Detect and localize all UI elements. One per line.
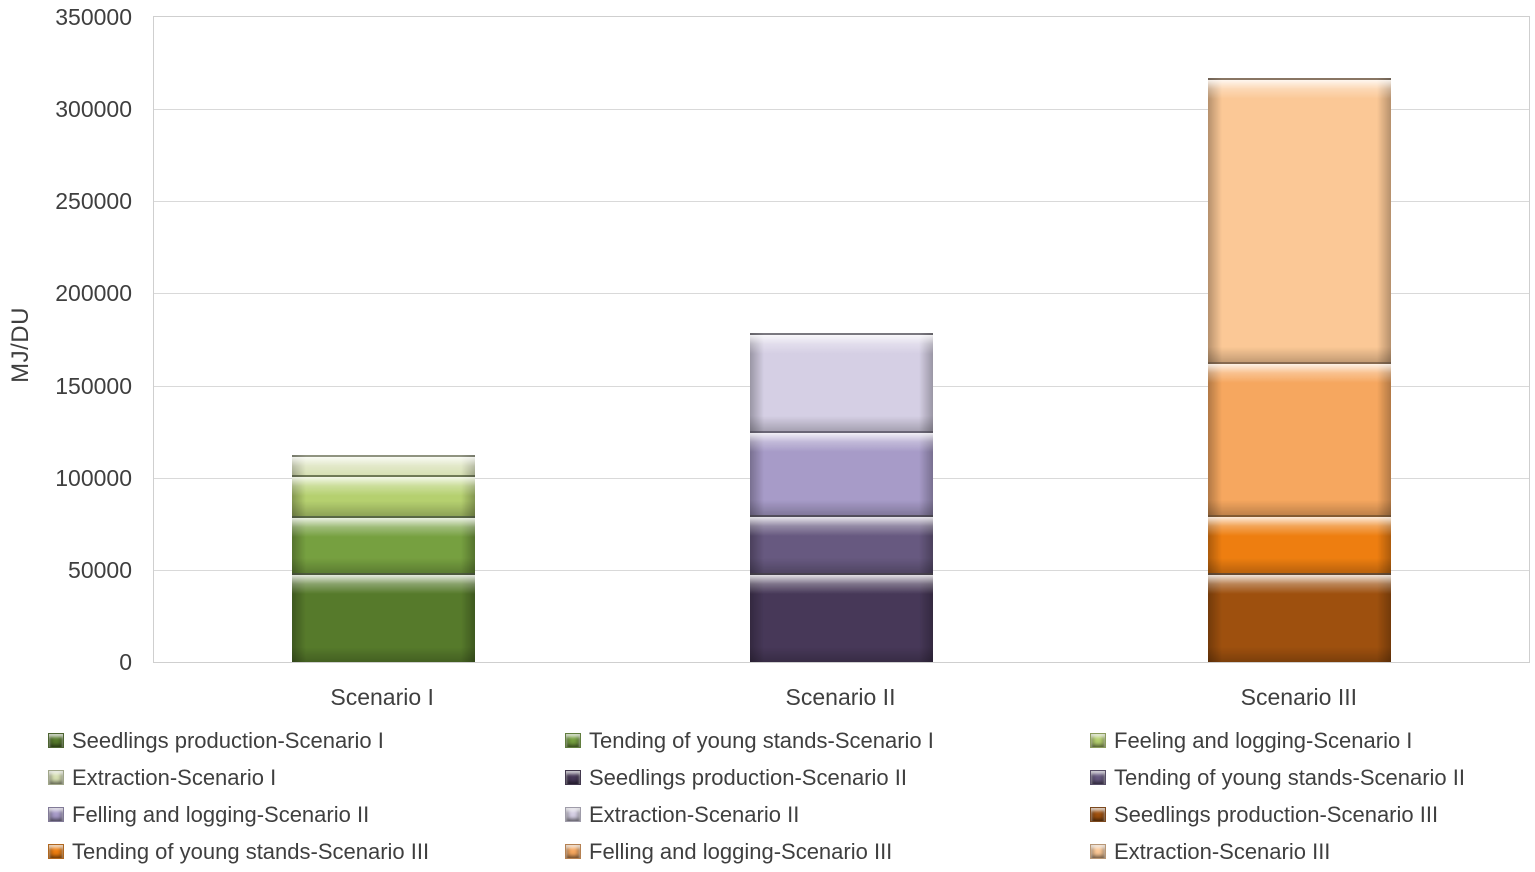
legend-label: Tending of young stands-Scenario III <box>72 838 430 864</box>
legend-item-felling-and-logging-scenario-iii: Felling and logging-Scenario III <box>565 839 1090 865</box>
y-tick-label: 0 <box>119 649 132 675</box>
x-tick-label-scenario-ii: Scenario II <box>785 684 896 710</box>
legend-swatch-icon <box>1090 844 1106 859</box>
bar-segment-feeling-and-logging-scenario-i <box>291 474 475 516</box>
legend-item-tending-of-young-stands-scenario-i: Tending of young stands-Scenario I <box>565 728 1090 754</box>
bar-segment-tending-of-young-stands-scenario-iii <box>1208 514 1392 573</box>
legend-item-extraction-scenario-ii: Extraction-Scenario II <box>565 802 1090 828</box>
gridline <box>154 293 1529 295</box>
legend-item-felling-and-logging-scenario-ii: Felling and logging-Scenario II <box>48 802 565 828</box>
legend-label: Extraction-Scenario I <box>72 764 277 790</box>
legend-swatch-icon <box>565 844 581 859</box>
legend-item-seedlings-production-scenario-i: Seedlings production-Scenario I <box>48 728 565 754</box>
legend-swatch-icon <box>48 807 64 822</box>
legend-item-seedlings-production-scenario-iii: Seedlings production-Scenario III <box>1090 802 1465 828</box>
y-tick-label: 150000 <box>55 372 132 399</box>
y-axis-tick-labels: 0 50000 100000 150000 200000 250000 300000 3500… <box>0 4 132 675</box>
legend-label: Felling and logging-Scenario II <box>72 801 370 827</box>
bar-segment-extraction-scenario-ii <box>750 333 933 431</box>
legend-label: Tending of young stands-Scenario I <box>589 727 934 753</box>
legend: Seedlings production-Scenario I Tending o… <box>48 722 1465 870</box>
bar-scenario-ii <box>750 333 933 662</box>
legend-swatch-icon <box>1090 733 1106 748</box>
legend-swatch-icon <box>48 844 64 859</box>
bar-segment-felling-and-logging-scenario-ii <box>750 430 933 515</box>
legend-swatch-icon <box>48 733 64 748</box>
legend-label: Felling and logging-Scenario III <box>589 838 893 864</box>
legend-label: Seedlings production-Scenario II <box>589 764 907 790</box>
legend-swatch-icon <box>1090 807 1106 822</box>
bar-segment-extraction-scenario-i <box>291 454 475 475</box>
bar-scenario-i <box>291 454 475 662</box>
bar-segment-seedlings-production-scenario-i <box>291 572 475 662</box>
legend-swatch-icon <box>565 770 581 785</box>
bar-segment-tending-of-young-stands-scenario-ii <box>750 514 933 573</box>
y-tick-label: 300000 <box>55 96 132 123</box>
legend-label: Extraction-Scenario II <box>589 801 800 827</box>
legend-swatch-icon <box>565 807 581 822</box>
bar-scenario-iii <box>1208 78 1392 662</box>
legend-item-seedlings-production-scenario-ii: Seedlings production-Scenario II <box>565 765 1090 791</box>
y-tick-label: 200000 <box>55 280 132 307</box>
legend-label: Feeling and logging-Scenario I <box>1114 727 1413 753</box>
legend-label: Tending of young stands-Scenario II <box>1114 764 1466 790</box>
y-tick-label: 50000 <box>68 556 132 583</box>
legend-item-tending-of-young-stands-scenario-ii: Tending of young stands-Scenario II <box>1090 765 1465 791</box>
plot-area <box>153 16 1530 663</box>
y-tick-label: 350000 <box>55 4 132 30</box>
legend-label: Extraction-Scenario III <box>1114 838 1331 864</box>
legend-item-tending-of-young-stands-scenario-iii: Tending of young stands-Scenario III <box>48 839 565 865</box>
y-tick-label: 100000 <box>55 464 132 491</box>
legend-item-extraction-scenario-iii: Extraction-Scenario III <box>1090 839 1465 865</box>
legend-item-feeling-and-logging-scenario-i: Feeling and logging-Scenario I <box>1090 728 1465 754</box>
gridline <box>154 109 1529 111</box>
bar-segment-felling-and-logging-scenario-iii <box>1208 362 1392 515</box>
x-tick-label-scenario-iii: Scenario III <box>1240 684 1357 710</box>
bar-segment-seedlings-production-scenario-iii <box>1208 572 1392 662</box>
bar-segment-seedlings-production-scenario-ii <box>750 572 933 662</box>
legend-label: Seedlings production-Scenario I <box>72 727 384 753</box>
legend-item-extraction-scenario-i: Extraction-Scenario I <box>48 765 565 791</box>
bar-segment-tending-of-young-stands-scenario-i <box>291 515 475 573</box>
x-axis-labels: Scenario I Scenario II Scenario III <box>153 684 1530 716</box>
y-tick-label: 250000 <box>55 188 132 215</box>
bar-segment-extraction-scenario-iii <box>1208 78 1392 362</box>
legend-swatch-icon <box>565 733 581 748</box>
legend-label: Seedlings production-Scenario III <box>1114 801 1439 827</box>
x-tick-label-scenario-i: Scenario I <box>330 684 434 710</box>
gridline <box>154 201 1529 203</box>
legend-swatch-icon <box>1090 770 1106 785</box>
legend-swatch-icon <box>48 770 64 785</box>
